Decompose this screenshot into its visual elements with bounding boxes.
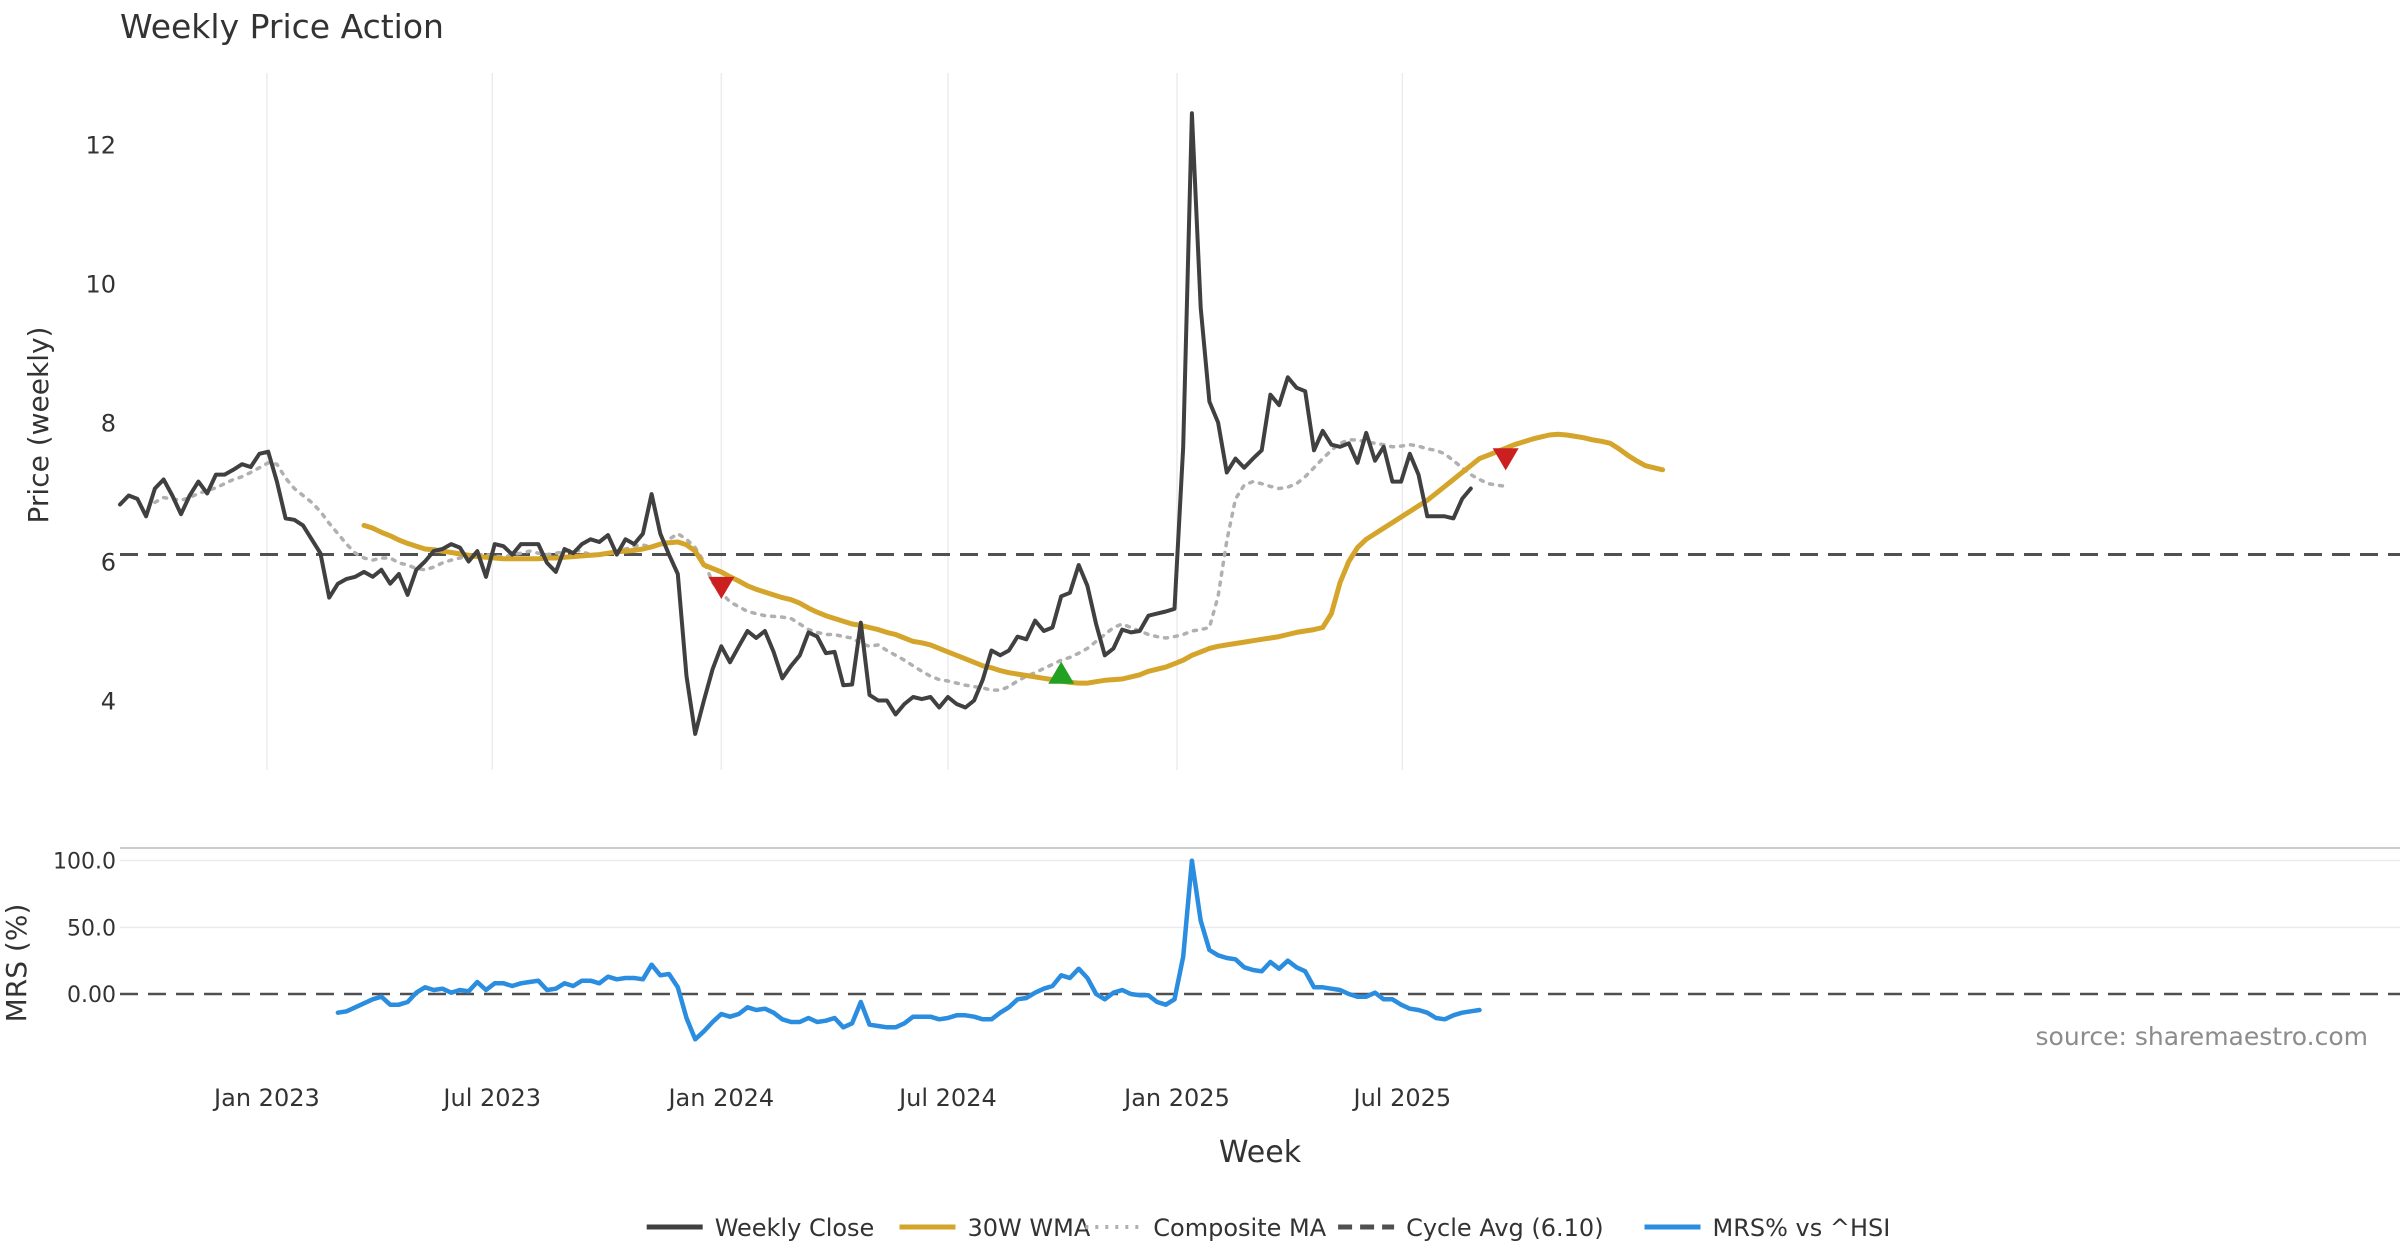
x-tick-label: Jan 2023	[212, 1084, 320, 1112]
price-panel-grid	[266, 73, 1404, 770]
x-tick-label: Jul 2024	[897, 1084, 997, 1112]
series-30w-wma	[361, 431, 1666, 686]
buy-marker	[1048, 661, 1075, 684]
series-composite-ma	[153, 438, 1508, 692]
price-y-tick-label: 10	[85, 271, 116, 299]
mrs-y-axis: 100.0 50.0 0.00	[53, 850, 116, 1008]
mrs-y-axis-label: MRS (%)	[0, 904, 33, 1023]
legend-label: 30W WMA	[968, 1214, 1091, 1242]
x-tick-label: Jul 2025	[1352, 1084, 1452, 1112]
price-y-axis-label: Price (weekly)	[22, 327, 55, 524]
sell-marker	[1492, 448, 1519, 471]
legend-label: Cycle Avg (6.10)	[1406, 1214, 1603, 1242]
x-tick-label: Jul 2023	[441, 1084, 541, 1112]
price-y-axis: 4 6 8 10 12	[85, 132, 116, 716]
chart-title: Weekly Price Action	[120, 7, 444, 46]
x-axis-ticks: Jan 2023 Jul 2023 Jan 2024 Jul 2024 Jan 2025…	[212, 1084, 1451, 1112]
series-weekly-close	[118, 111, 1473, 736]
x-axis-label: Week	[1219, 1135, 1302, 1170]
legend-label: Weekly Close	[715, 1214, 875, 1242]
x-tick-label: Jan 2025	[1122, 1084, 1230, 1112]
x-tick-label: Jan 2024	[666, 1084, 774, 1112]
source-note: source: sharemaestro.com	[2036, 1022, 2369, 1051]
price-y-tick-label: 6	[101, 549, 116, 577]
signal-markers	[708, 448, 1519, 684]
mrs-panel-grid	[120, 859, 2400, 996]
price-series	[118, 111, 1666, 736]
price-y-tick-label: 8	[101, 410, 116, 438]
price-y-tick-label: 4	[101, 688, 116, 716]
mrs-series	[335, 858, 1482, 1042]
legend: Weekly Close 30W WMA Composite MA Cycle Avg…	[646, 1214, 1891, 1242]
sell-marker	[708, 576, 735, 599]
legend-label: Composite MA	[1153, 1214, 1326, 1242]
mrs-y-tick-label: 50.0	[67, 916, 116, 941]
series-mrs-vs-hsi	[335, 858, 1482, 1042]
mrs-y-tick-label: 0.00	[67, 983, 116, 1008]
mrs-y-tick-label: 100.0	[53, 850, 116, 875]
price-y-tick-label: 12	[85, 132, 116, 160]
legend-label: MRS% vs ^HSI	[1713, 1214, 1891, 1242]
